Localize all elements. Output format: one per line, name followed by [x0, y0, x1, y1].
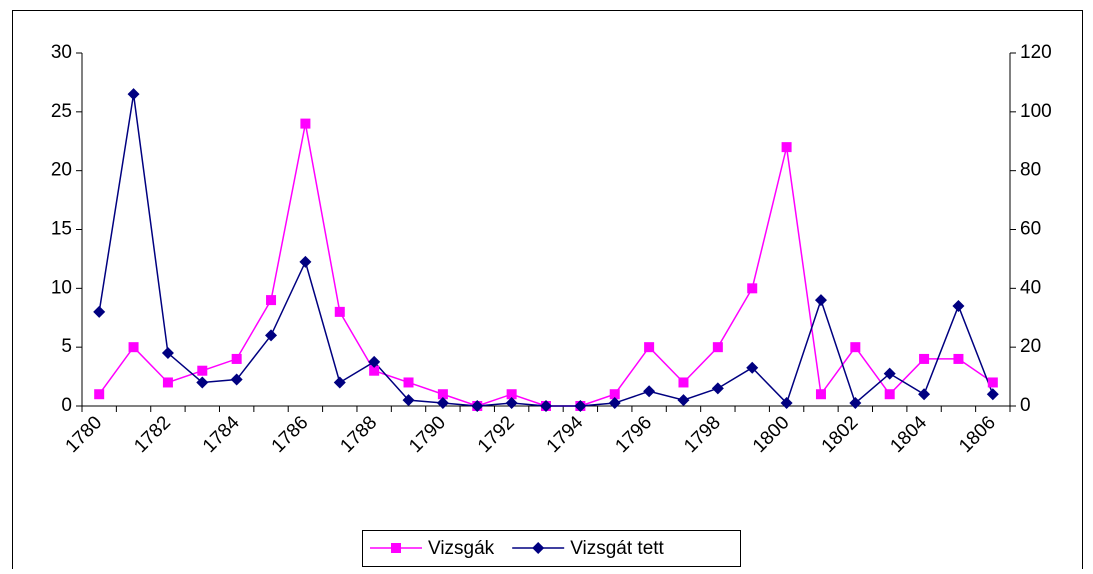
marker: [884, 389, 895, 400]
x-tick-label: 1788: [336, 412, 381, 457]
y-tick-label: 0: [61, 395, 72, 416]
marker: [265, 329, 278, 342]
marker: [574, 400, 587, 412]
marker: [919, 353, 930, 364]
marker: [436, 397, 449, 410]
marker: [94, 389, 105, 400]
marker: [532, 542, 545, 554]
x-tick-label: 1790: [405, 412, 450, 457]
y2-tick-label: 20: [1020, 336, 1041, 357]
y-tick-label: 10: [51, 277, 72, 298]
y-tick-label: 15: [51, 219, 72, 240]
marker: [196, 376, 209, 389]
marker: [162, 377, 173, 388]
marker: [402, 394, 415, 407]
y2-tick-label: 100: [1020, 101, 1052, 122]
y2-tick-label: 40: [1020, 277, 1041, 298]
marker: [643, 385, 656, 398]
marker: [333, 376, 346, 389]
x-tick-label: 1806: [955, 412, 1000, 457]
x-tick-label: 1794: [543, 412, 588, 457]
marker: [128, 342, 139, 353]
legend: Vizsgák Vizsgát tett: [362, 530, 741, 567]
marker: [746, 361, 759, 374]
marker: [197, 365, 208, 376]
y2-tick-label: 120: [1020, 42, 1052, 63]
marker: [300, 118, 311, 129]
x-tick-label: 1804: [886, 412, 931, 457]
marker: [711, 382, 724, 395]
marker: [437, 389, 448, 400]
marker: [918, 388, 931, 401]
marker: [781, 142, 792, 153]
marker: [780, 397, 793, 410]
marker: [747, 283, 758, 294]
marker: [986, 388, 999, 401]
marker: [850, 342, 861, 353]
marker: [369, 365, 380, 376]
marker: [987, 377, 998, 388]
y2-tick-label: 0: [1020, 395, 1031, 416]
y2-tick-label: 60: [1020, 219, 1041, 240]
marker: [471, 400, 484, 412]
y2-tick-label: 80: [1020, 160, 1041, 181]
y-tick-label: 5: [61, 336, 72, 357]
x-tick-label: 1792: [474, 412, 519, 457]
y-tick-label: 30: [51, 42, 72, 63]
marker: [952, 299, 965, 312]
marker: [403, 377, 414, 388]
x-tick-label: 1782: [130, 412, 175, 457]
x-tick-label: 1798: [680, 412, 725, 457]
marker: [368, 355, 381, 368]
marker: [505, 397, 518, 410]
chart-border: [12, 10, 1083, 574]
marker: [506, 389, 517, 400]
marker: [849, 397, 862, 410]
marker: [230, 373, 243, 386]
marker: [815, 389, 826, 400]
marker: [677, 394, 690, 407]
x-tick-label: 1796: [611, 412, 656, 457]
marker: [391, 543, 401, 553]
marker: [161, 347, 174, 360]
y-tick-label: 25: [51, 101, 72, 122]
legend-label: Vizsgák: [428, 538, 495, 559]
marker: [609, 389, 620, 400]
marker: [540, 400, 552, 412]
x-tick-label: 1780: [62, 412, 107, 457]
y-tick-label: 20: [51, 160, 72, 181]
legend-label: Vizsgát tett: [570, 538, 664, 559]
marker: [953, 353, 964, 364]
marker: [93, 305, 106, 318]
marker: [266, 295, 277, 306]
marker: [883, 367, 896, 380]
marker: [678, 377, 689, 388]
marker: [231, 353, 242, 364]
marker: [608, 397, 621, 410]
marker: [299, 255, 312, 268]
x-tick-label: 1784: [199, 412, 244, 457]
marker: [644, 342, 655, 353]
x-tick-label: 1800: [749, 412, 794, 457]
x-tick-label: 1786: [268, 412, 313, 457]
marker: [334, 306, 345, 317]
marker: [814, 294, 827, 307]
marker: [127, 88, 140, 101]
marker: [712, 342, 723, 353]
x-tick-label: 1802: [818, 412, 863, 457]
